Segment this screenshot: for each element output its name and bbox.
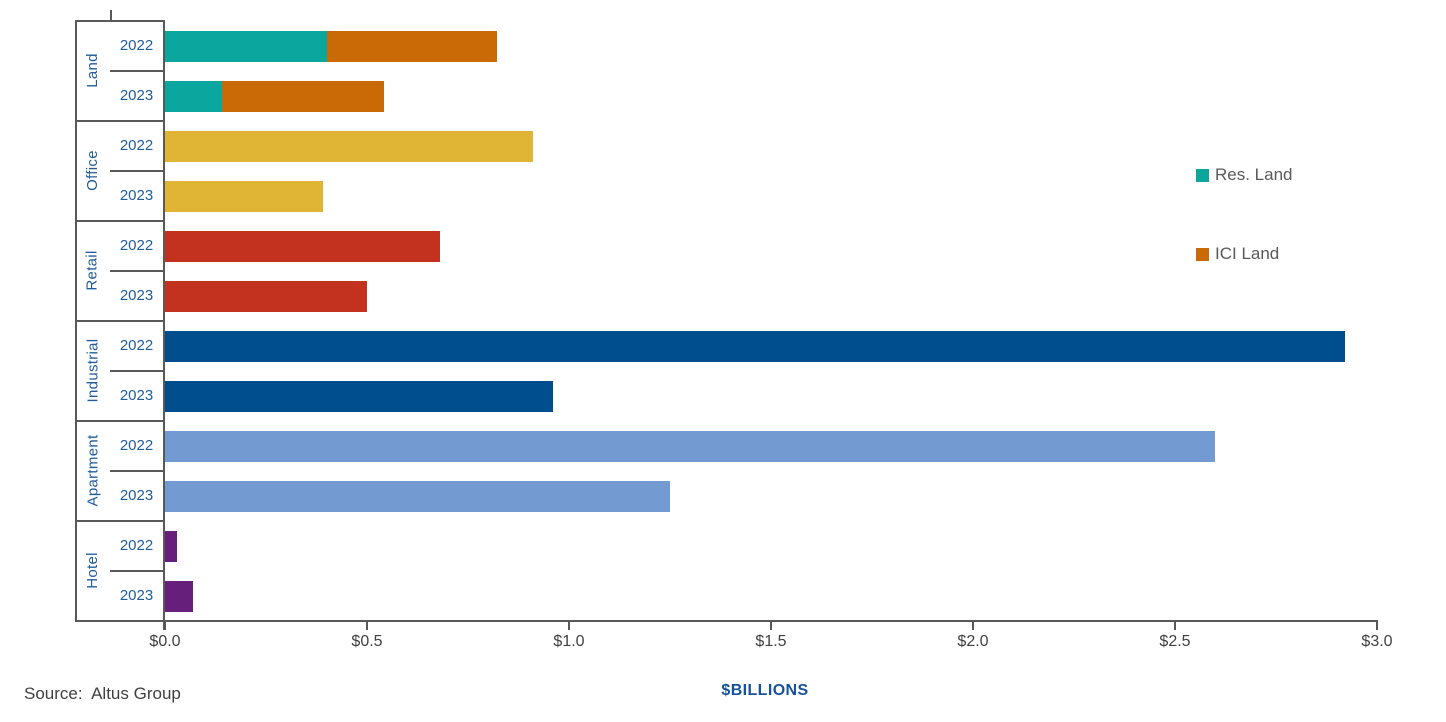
category-label: Office: [75, 120, 110, 220]
category-label-text: Hotel: [84, 551, 101, 589]
category-label: Hotel: [75, 520, 110, 620]
category-label-text: Retail: [84, 249, 101, 291]
year-divider: [110, 270, 165, 272]
bar-segment-industrial: [165, 331, 1345, 362]
category-label-text: Industrial: [84, 338, 101, 402]
bar-row: [165, 431, 1215, 462]
bar-segment-retail: [165, 281, 367, 312]
bar-segment-res-land: [165, 31, 327, 62]
bar-segment-apartment: [165, 431, 1215, 462]
category-label: Retail: [75, 220, 110, 320]
year-divider: [110, 70, 165, 72]
bar-row: [165, 231, 440, 262]
year-label: 2023: [119, 486, 154, 504]
category-label: Land: [75, 20, 110, 120]
bar-segment-hotel: [165, 531, 177, 562]
legend-label: ICI Land: [1215, 244, 1280, 263]
bar-row: [165, 331, 1345, 362]
bar-row: [165, 31, 497, 62]
category-label: Apartment: [75, 420, 110, 520]
bar-segment-retail: [165, 231, 440, 262]
x-axis-tick: [1174, 620, 1176, 630]
category-divider: [75, 420, 165, 422]
year-divider: [110, 570, 165, 572]
year-label: 2022: [119, 36, 154, 54]
bar-row: [165, 381, 553, 412]
category-divider: [75, 320, 165, 322]
axis-boundary-stub: [110, 10, 112, 20]
bar-row: [165, 81, 384, 112]
x-axis-title: $BILLIONS: [721, 682, 809, 699]
x-axis-tick-label: $3.0: [1361, 633, 1393, 650]
legend-item: ICI Land: [1196, 244, 1279, 264]
year-label: 2023: [119, 386, 154, 404]
year-label: 2023: [119, 286, 154, 304]
x-axis-tick: [568, 620, 570, 630]
bar-segment-ici-land: [222, 81, 384, 112]
bar-row: [165, 181, 323, 212]
category-label-text: Land: [83, 52, 101, 88]
bar-segment-res-land: [165, 81, 222, 112]
year-label: 2023: [119, 86, 154, 104]
x-axis-tick: [164, 620, 166, 630]
category-divider: [75, 520, 165, 522]
year-label: 2022: [119, 436, 154, 454]
bar-row: [165, 281, 367, 312]
category-label-text: Office: [84, 149, 101, 191]
year-label: 2022: [119, 236, 154, 254]
legend-item: Res. Land: [1196, 165, 1293, 185]
year-divider: [110, 470, 165, 472]
x-axis-tick-label: $1.5: [755, 633, 787, 650]
category-label-text: Apartment: [84, 434, 101, 506]
bar-row: [165, 531, 177, 562]
bar-segment-apartment: [165, 481, 670, 512]
category-divider: [75, 220, 165, 222]
x-axis-tick-label: $2.0: [957, 633, 989, 650]
year-divider: [110, 370, 165, 372]
bar-segment-office: [165, 131, 533, 162]
x-axis-tick: [770, 620, 772, 630]
category-label: Industrial: [75, 320, 110, 420]
source-note: Source: Altus Group: [24, 684, 181, 703]
x-axis-tick: [366, 620, 368, 630]
x-axis-tick: [1376, 620, 1378, 630]
year-divider: [110, 170, 165, 172]
legend-swatch-ici-land: [1196, 247, 1209, 261]
year-label: 2022: [119, 536, 154, 554]
bar-segment-ici-land: [327, 31, 497, 62]
bar-segment-industrial: [165, 381, 553, 412]
year-label: 2023: [119, 586, 154, 604]
bar-row: [165, 131, 533, 162]
bar-segment-hotel: [165, 581, 193, 612]
bar-segment-office: [165, 181, 323, 212]
x-axis-line: [75, 620, 1378, 622]
year-label: 2022: [119, 136, 154, 154]
x-axis-tick-label: $2.5: [1159, 633, 1191, 650]
legend-label: Res. Land: [1215, 165, 1293, 184]
bar-row: [165, 581, 193, 612]
category-divider: [75, 120, 165, 122]
year-label: 2022: [119, 336, 154, 354]
year-label: 2023: [119, 186, 154, 204]
x-axis-tick-label: $1.0: [553, 633, 585, 650]
y-axis-line: [163, 20, 165, 630]
legend-swatch-res-land: [1196, 168, 1209, 182]
x-axis-tick: [972, 620, 974, 630]
category-divider: [75, 20, 165, 22]
x-axis-tick-label: $0.5: [351, 633, 383, 650]
bar-row: [165, 481, 670, 512]
x-axis-tick-label: $0.0: [149, 633, 181, 650]
